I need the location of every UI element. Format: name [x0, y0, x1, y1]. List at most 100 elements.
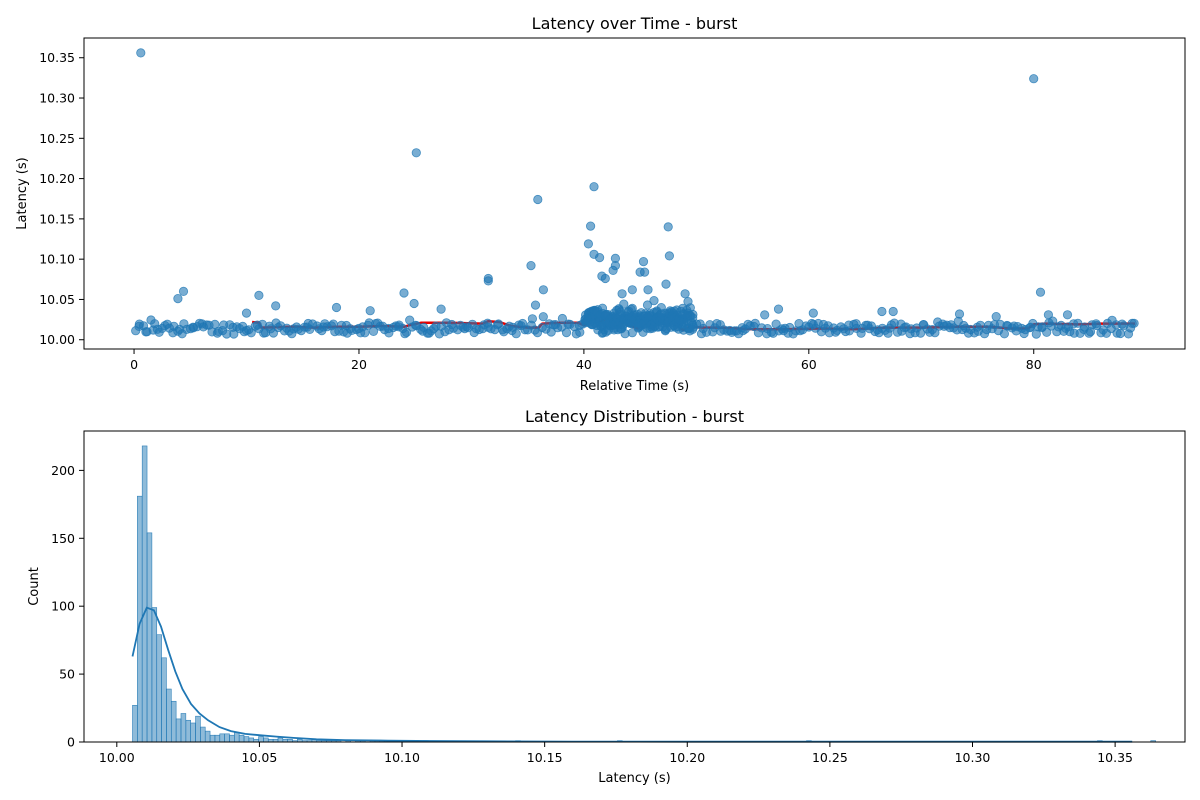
data-point — [409, 298, 419, 309]
y-tick-label: 10.20 — [39, 171, 75, 186]
data-point — [511, 329, 521, 339]
data-point — [877, 306, 887, 317]
data-point — [1035, 287, 1046, 297]
data-point — [1129, 318, 1139, 328]
y-axis-label: Latency (s) — [15, 157, 30, 229]
data-point — [1092, 320, 1102, 331]
data-point — [538, 285, 549, 295]
y-tick-label: 50 — [59, 667, 75, 682]
y-axis-ticks: 0 50 100 150 200 — [51, 463, 84, 750]
x-axis-label: Latency (s) — [598, 771, 670, 786]
y-tick-label: 200 — [51, 463, 75, 478]
data-point — [331, 302, 342, 313]
y-tick-label: 10.35 — [39, 50, 75, 65]
histogram-bar — [248, 737, 255, 743]
data-point — [483, 273, 493, 284]
data-point — [173, 293, 183, 304]
chart-title: Latency over Time - burst — [532, 14, 738, 33]
histogram-bar — [185, 719, 191, 743]
data-point — [246, 328, 256, 338]
data-point — [661, 279, 671, 289]
data-point — [999, 329, 1010, 339]
data-point — [760, 310, 770, 320]
data-point — [688, 309, 698, 320]
data-point — [527, 314, 538, 324]
histogram-bar — [214, 734, 221, 743]
data-point — [627, 328, 637, 338]
data-point — [401, 327, 412, 337]
histogram-bar — [151, 607, 158, 743]
x-tick-label: 10.15 — [527, 750, 563, 765]
x-axis-ticks: 0 20 40 60 80 — [130, 349, 1042, 372]
x-tick-label: 80 — [1026, 357, 1042, 372]
x-tick-label: 10.10 — [384, 750, 420, 765]
histogram-bar — [219, 733, 225, 743]
data-point — [600, 273, 610, 284]
histogram-bar — [141, 445, 148, 743]
y-axis-label: Count — [27, 567, 42, 606]
scatter-chart: Latency over Time - burst 0 20 40 60 80 10.0… — [15, 14, 1186, 394]
data-point — [1042, 327, 1052, 337]
y-tick-label: 0 — [67, 735, 75, 750]
histogram-bar — [229, 734, 235, 743]
histogram-bar — [263, 737, 269, 743]
data-point — [627, 285, 637, 295]
data-point — [136, 48, 146, 58]
data-point — [583, 239, 594, 249]
data-point — [610, 260, 621, 271]
y-axis-ticks: 10.00 10.05 10.10 10.15 10.20 10.25 10.30 10.35 — [39, 50, 84, 347]
data-point — [271, 301, 281, 311]
data-point — [178, 286, 189, 296]
x-tick-label: 10.35 — [1097, 750, 1133, 765]
data-point — [638, 256, 649, 267]
y-tick-label: 10.15 — [39, 211, 75, 226]
x-tick-label: 10.20 — [669, 750, 705, 765]
data-point — [639, 267, 650, 277]
data-point — [589, 182, 599, 192]
data-point — [585, 221, 596, 231]
plot-frame — [83, 430, 1186, 743]
histogram-bar — [204, 730, 211, 743]
y-tick-label: 100 — [51, 599, 75, 614]
y-tick-label: 10.10 — [39, 252, 75, 267]
data-point — [241, 308, 252, 318]
scatter-points — [131, 48, 1139, 339]
histogram-bar — [195, 715, 201, 743]
data-point — [436, 304, 446, 314]
histogram-bar — [258, 736, 264, 743]
x-tick-label: 10.05 — [242, 750, 278, 765]
data-point — [888, 306, 898, 317]
data-point — [750, 318, 760, 328]
histogram-bar — [166, 688, 172, 743]
data-point — [411, 148, 421, 158]
data-point — [399, 288, 409, 298]
histogram-chart: Latency Distribution - burst 10.00 10.05 1… — [27, 407, 1186, 786]
x-tick-label: 20 — [351, 357, 367, 372]
data-point — [954, 309, 965, 319]
data-point — [365, 306, 375, 316]
histogram-bar — [277, 737, 284, 743]
data-point — [561, 327, 572, 338]
data-point — [526, 260, 536, 271]
y-tick-label: 10.05 — [39, 292, 75, 307]
data-point — [930, 328, 940, 338]
data-point — [1115, 328, 1126, 339]
x-tick-label: 60 — [801, 357, 817, 372]
data-point — [538, 312, 548, 322]
histogram-bar — [200, 726, 206, 743]
y-tick-label: 10.30 — [39, 91, 75, 106]
data-point — [663, 222, 673, 232]
chart-title: Latency Distribution - burst — [525, 407, 744, 426]
histogram-bar — [170, 700, 177, 743]
data-point — [254, 290, 264, 300]
data-point — [1048, 316, 1058, 326]
x-tick-label: 0 — [130, 357, 138, 372]
data-point — [991, 311, 1001, 322]
data-point — [664, 251, 675, 261]
data-point — [1062, 310, 1073, 320]
data-point — [533, 194, 543, 205]
histogram-bar — [190, 722, 196, 743]
data-point — [594, 253, 605, 263]
x-tick-label: 10.30 — [955, 750, 991, 765]
